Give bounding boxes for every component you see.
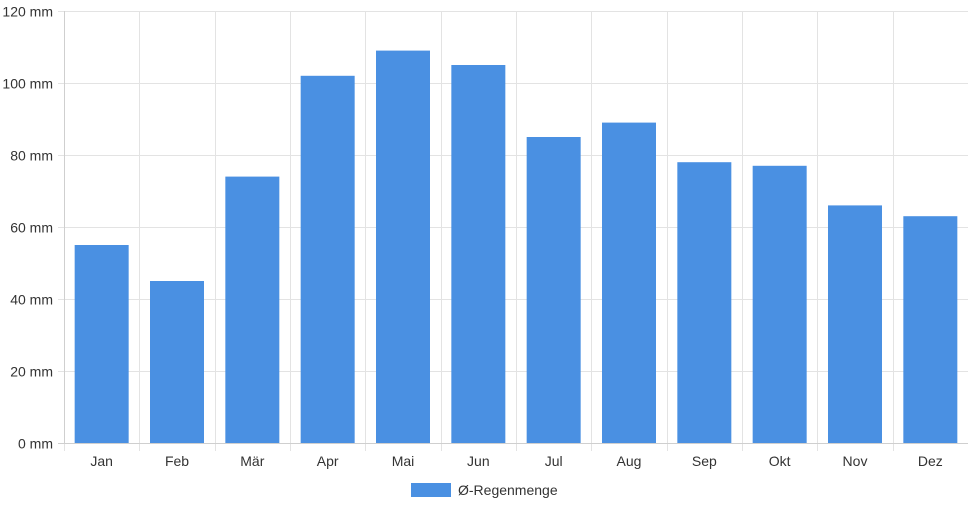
axis-layer: [58, 11, 968, 444]
bar-Apr[interactable]: [300, 75, 355, 444]
bar-Mai[interactable]: [376, 50, 430, 443]
x-tick-label: Jul: [545, 453, 563, 469]
bar-Jul[interactable]: [526, 137, 581, 443]
bar-Aug[interactable]: [602, 122, 656, 443]
y-tick-label: 120 mm: [2, 4, 53, 20]
x-tick-label: Nov: [843, 453, 868, 469]
y-tick-label: 40 mm: [10, 292, 53, 308]
x-tick-label: Okt: [769, 453, 791, 469]
bar-Sep[interactable]: [677, 162, 732, 443]
y-tick-label: 20 mm: [10, 364, 53, 380]
x-tick-label: Mai: [392, 453, 415, 469]
bar-Mär[interactable]: [225, 176, 280, 443]
legend[interactable]: Ø-Regenmenge: [411, 482, 558, 498]
bar-Dez[interactable]: [903, 216, 958, 443]
grid-layer: [58, 11, 968, 451]
y-tick-label: 60 mm: [10, 220, 53, 236]
bar-Okt[interactable]: [752, 165, 807, 444]
x-axis-labels: Jan Feb Mär Apr Mai Jun Jul Aug Sep Okt Nov Dez: [90, 453, 942, 469]
legend-swatch: [411, 483, 451, 497]
bar-Nov[interactable]: [828, 205, 882, 443]
x-tick-label: Jan: [90, 453, 113, 469]
bar-Feb[interactable]: [150, 281, 204, 443]
y-tick-label: 100 mm: [2, 76, 53, 92]
x-tick-label: Apr: [317, 453, 339, 469]
y-axis-labels: 0 mm 20 mm 40 mm 60 mm 80 mm 100 mm 120 mm: [2, 4, 53, 452]
x-tick-label: Mär: [240, 453, 264, 469]
legend-label: Ø-Regenmenge: [458, 482, 558, 498]
x-tick-label: Jun: [467, 453, 490, 469]
x-tick-label: Aug: [617, 453, 642, 469]
y-tick-label: 0 mm: [18, 436, 53, 452]
bars-layer: [74, 50, 958, 444]
x-tick-label: Sep: [692, 453, 717, 469]
x-tick-label: Feb: [165, 453, 189, 469]
bar-Jun[interactable]: [451, 65, 506, 443]
x-tick-label: Dez: [918, 453, 943, 469]
bar-Jan[interactable]: [74, 245, 129, 443]
y-tick-label: 80 mm: [10, 148, 53, 164]
